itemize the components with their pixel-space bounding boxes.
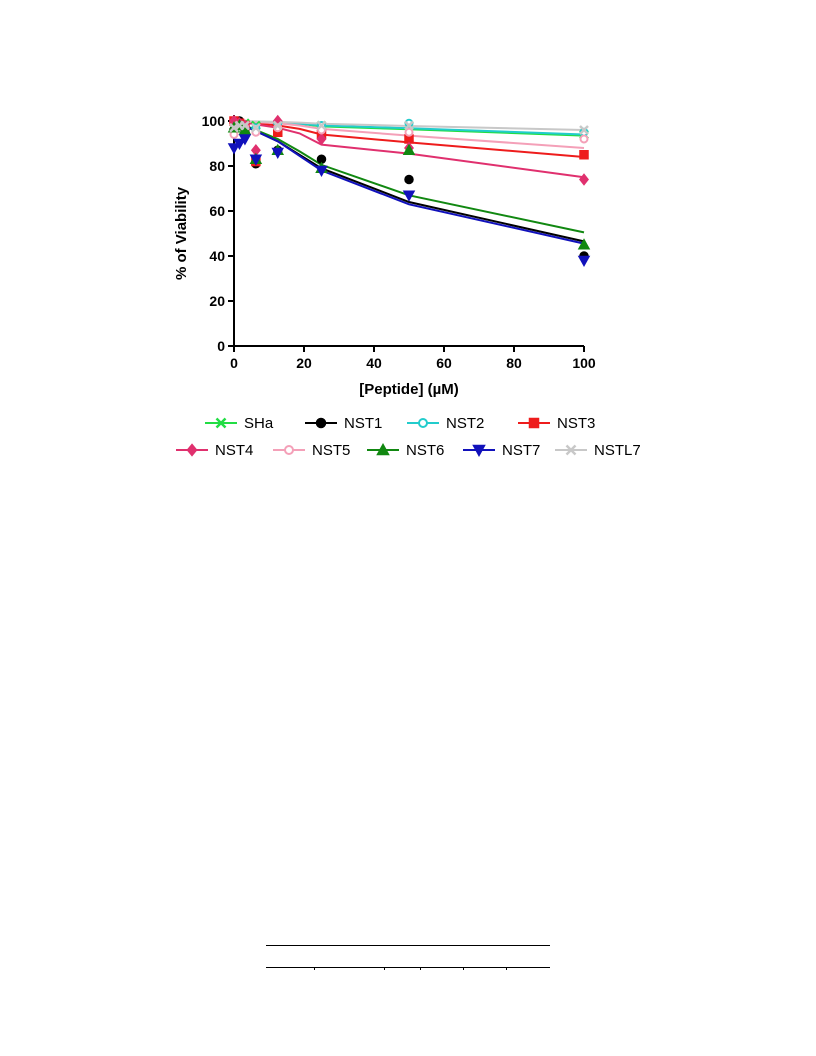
legend-label-nst7: NST7: [502, 442, 540, 459]
table-column-tick: [506, 967, 507, 970]
legend-marker-nst5-shape: [284, 445, 294, 455]
legend-marker-nstl7-shape: [565, 444, 577, 456]
y-axis-title: % of Viability: [173, 186, 190, 280]
point-nst4: [579, 173, 589, 186]
point-nstl7-shape: [579, 125, 589, 135]
y-tick-label: 100: [202, 113, 226, 129]
x-tick-label: 20: [296, 355, 312, 371]
point-nstl7-shape: [240, 120, 250, 131]
legend-marker-nst7-shape: [472, 444, 486, 458]
legend-marker-nst6: [376, 442, 390, 456]
legend-label-nst2: NST2: [446, 415, 484, 432]
table-column-tick: [384, 967, 385, 970]
y-tick-label: 80: [209, 158, 225, 174]
point-nst7-shape: [315, 165, 328, 178]
point-nst6-shape: [402, 143, 416, 155]
legend-marker-nst7: [472, 444, 486, 458]
legend-marker-nst4: [186, 443, 198, 457]
point-nst7: [315, 165, 328, 178]
point-nst7-shape: [271, 147, 285, 160]
point-nst6: [402, 143, 416, 155]
table-column-tick: [463, 967, 464, 970]
legend-marker-nstl7: [565, 444, 577, 456]
point-nstl7: [316, 120, 327, 131]
point-nst7: [238, 134, 252, 146]
point-nstl7-shape: [229, 122, 239, 133]
legend-marker-nst4-shape: [186, 443, 198, 457]
chart-legend: SHa NST1 NST2 NST3 NST4 NST5 NST6 NST7 NSTL7: [176, 415, 641, 459]
point-nst7-shape: [577, 255, 591, 268]
x-tick-label: 0: [230, 355, 238, 371]
point-nst4-shape: [316, 132, 327, 146]
point-nst6: [577, 238, 591, 250]
legend-label-nstl7: NSTL7: [594, 442, 641, 459]
point-nst4-shape: [579, 173, 589, 186]
x-tick-label: 80: [506, 355, 522, 371]
point-nstl7-shape: [250, 122, 261, 133]
legend-label-nst1: NST1: [344, 415, 382, 432]
point-nst3-shape: [579, 150, 589, 160]
point-nst7: [402, 190, 416, 202]
point-nst7: [271, 147, 285, 160]
x-tick-label: 100: [572, 355, 596, 371]
point-nst5-shape: [404, 127, 414, 137]
legend-marker-nst2: [418, 418, 428, 428]
y-tick-label: 20: [209, 293, 225, 309]
point-nst7: [249, 154, 263, 166]
point-nst7-shape: [238, 134, 252, 146]
chart-axes: 0 20 40 60 80 100 0 20 40 60 80 100 [Peptide] (µM) % …: [173, 113, 596, 398]
legend-marker-nst6-shape: [376, 442, 390, 456]
point-nstl7: [240, 120, 250, 131]
point-nst5: [404, 127, 414, 137]
point-nst3: [579, 150, 589, 160]
point-nst7: [227, 143, 241, 155]
point-nst5: [579, 134, 589, 144]
x-tick-label: 60: [436, 355, 452, 371]
point-nstl7: [272, 120, 283, 131]
point-nst7-shape: [249, 154, 263, 166]
point-nst5-shape: [579, 134, 589, 144]
y-tick-label: 60: [209, 203, 225, 219]
point-nstl7: [229, 122, 239, 133]
y-tick-label: 0: [217, 338, 225, 354]
legend-marker-nst1: [315, 417, 327, 429]
point-nst7: [233, 138, 246, 151]
data-points: [227, 114, 591, 268]
x-tick-label: 40: [366, 355, 382, 371]
point-nstl7: [250, 122, 261, 133]
table-column-tick: [314, 967, 315, 970]
legend-label-sha: SHa: [244, 415, 274, 432]
legend-marker-sha: [215, 417, 227, 429]
legend-label-nst4: NST4: [215, 442, 253, 459]
legend-marker-nst2-shape: [418, 418, 428, 428]
legend-marker-nst5: [284, 445, 294, 455]
y-tick-label: 40: [209, 248, 225, 264]
point-nst7: [577, 255, 591, 268]
table-header-rule: [266, 967, 550, 968]
point-nstl7: [404, 120, 414, 131]
legend-marker-sha-shape: [215, 417, 227, 429]
point-nst7-shape: [227, 143, 241, 155]
legend-marker-nst1-shape: [315, 417, 327, 429]
point-nst6-shape: [577, 238, 591, 250]
table-column-tick: [420, 967, 421, 970]
point-nst7-shape: [233, 138, 246, 151]
point-nst7-shape: [402, 190, 416, 202]
point-nstl7: [579, 125, 589, 135]
point-nstl7-shape: [272, 120, 283, 131]
point-nst4: [316, 132, 327, 146]
point-nstl7-shape: [316, 120, 327, 131]
point-nstl7-shape: [404, 120, 414, 131]
point-nst1-shape: [404, 174, 414, 185]
legend-label-nst6: NST6: [406, 442, 444, 459]
x-axis-title: [Peptide] (µM): [359, 381, 458, 398]
legend-marker-nst3-shape: [528, 417, 540, 429]
point-nst1: [404, 174, 414, 185]
legend-label-nst3: NST3: [557, 415, 595, 432]
legend-label-nst5: NST5: [312, 442, 350, 459]
legend-marker-nst3: [528, 417, 540, 429]
table-top-rule: [266, 945, 550, 946]
